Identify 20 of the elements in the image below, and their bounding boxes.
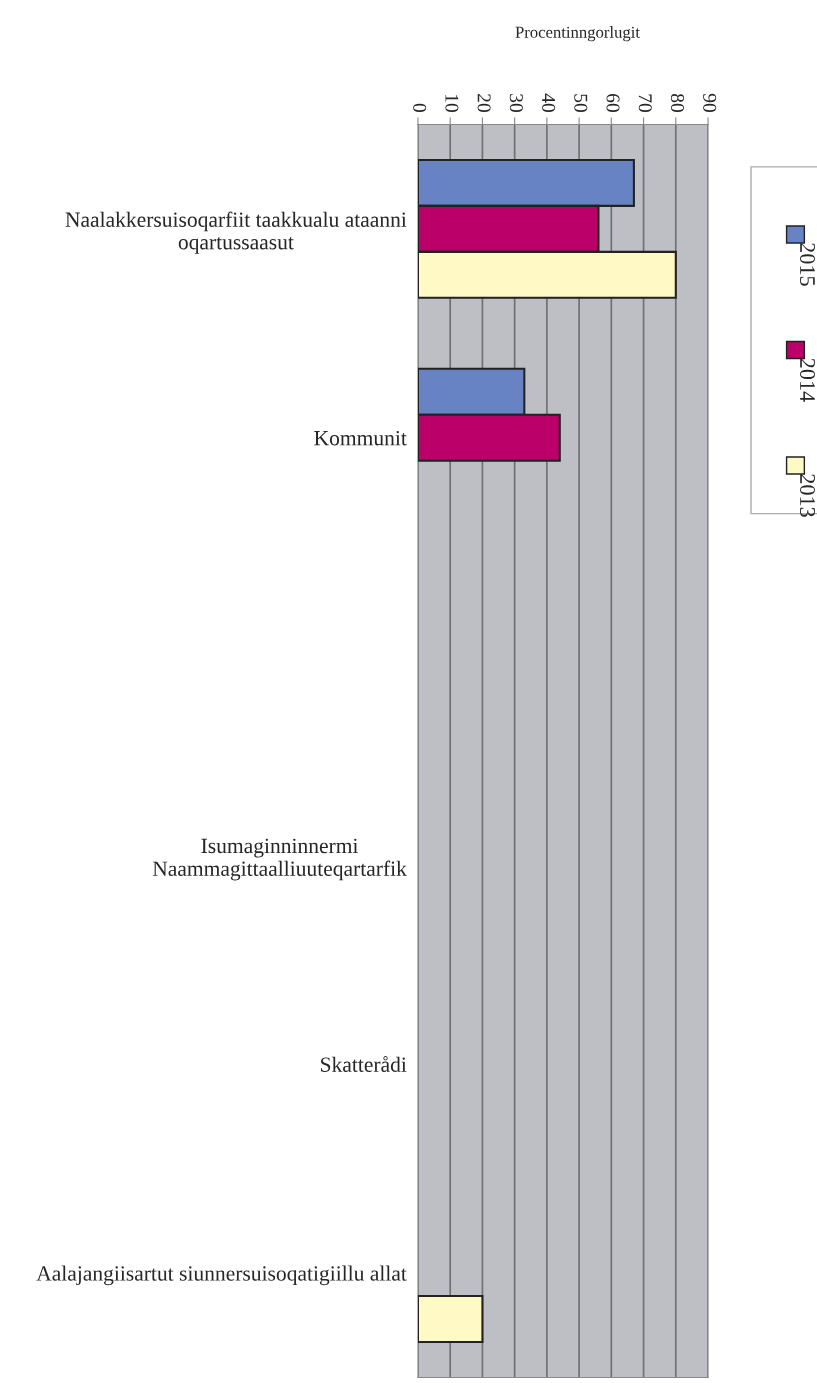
legend-label: 2014	[799, 358, 815, 402]
x-tick-label: 70	[638, 94, 652, 112]
bar	[417, 1294, 484, 1344]
x-tick-label: 90	[703, 93, 717, 112]
x-tick-label: 0	[413, 103, 427, 112]
y-tick-label: Kommunit	[314, 430, 407, 446]
x-axis-title: Procentinngorlugit	[515, 26, 640, 42]
x-tick-label: 80	[670, 93, 685, 112]
y-tick-label: Naalakkersuisoqarfiit taakkualu ataanni oqartussaasut	[65, 211, 407, 254]
y-tick-label: Isumaginninnermi Naammagittaalliuuteqartarfik	[152, 838, 407, 881]
x-tick-label: 10	[445, 94, 459, 112]
x-tick-label: 40	[542, 93, 556, 112]
y-tick-label: Aalajangiisartut siunnersuisoqatigiillu allat	[36, 1265, 407, 1286]
y-tick-label: Skatterådi	[321, 1056, 407, 1072]
x-tick-label: 30	[509, 94, 523, 112]
legend-label: 2015	[799, 243, 815, 286]
x-tick-label: 60	[606, 94, 620, 112]
x-tick-label: 20	[477, 94, 491, 112]
legend-label: 2013	[799, 474, 815, 517]
x-tick-label: 50	[574, 94, 588, 112]
